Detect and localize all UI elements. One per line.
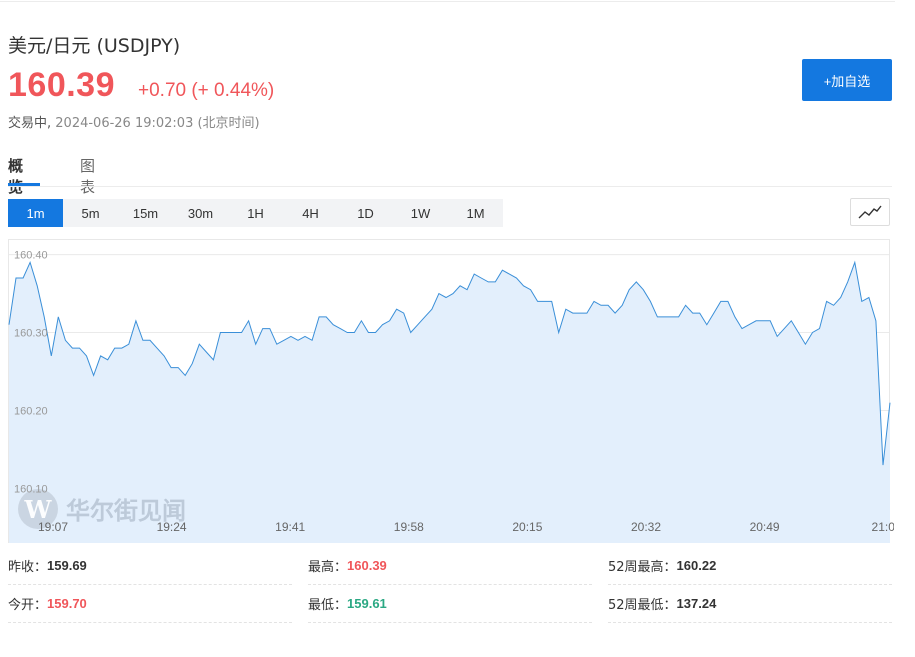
interval-4h[interactable]: 4H <box>302 205 319 221</box>
price-chart[interactable]: W 华尔街见闻 160.40 160.30 160.20 160.10 19:07 19:… <box>8 239 894 543</box>
stat-value: 160.22 <box>676 558 717 573</box>
y-tick-label: 160.10 <box>14 483 48 495</box>
x-tick-label: 19:24 <box>157 520 187 534</box>
price-chart-svg: W 华尔街见闻 160.40 160.30 160.20 160.10 19:07 19:… <box>8 239 894 543</box>
x-tick-label: 20:49 <box>750 520 780 534</box>
stat-label: 最低： <box>308 598 348 613</box>
interval-1m[interactable]: 1m <box>8 199 63 227</box>
section-heading-partial: ... <box>8 648 20 657</box>
interval-15m[interactable]: 15m <box>132 205 159 221</box>
x-tick-label: 19:41 <box>275 520 305 534</box>
stat-value: 137.24 <box>676 596 717 611</box>
interval-1mo[interactable]: 1M <box>466 205 485 221</box>
interval-1h[interactable]: 1H <box>247 205 264 221</box>
tab-chart[interactable]: 图表 <box>80 157 96 196</box>
stat-label: 52周最高： <box>608 560 677 575</box>
pair-symbol: (USDJPY) <box>96 35 181 57</box>
active-tab-indicator <box>8 183 40 186</box>
stat-52w-low: 52周最低： 137.24 <box>608 585 892 623</box>
stat-prev-close: 昨收： 159.69 <box>8 547 292 585</box>
stat-label: 52周最低： <box>608 598 677 613</box>
y-tick-label: 160.30 <box>14 328 48 340</box>
stat-value: 159.69 <box>47 558 87 573</box>
interval-selector: 1m 5m 15m 30m 1H 4H 1D 1W 1M <box>8 199 503 227</box>
interval-1w[interactable]: 1W <box>410 205 431 221</box>
stat-value: 159.70 <box>47 596 87 611</box>
stat-value: 159.61 <box>347 596 387 611</box>
stat-open: 今开： 159.70 <box>8 585 292 623</box>
svg-text:W: W <box>24 495 53 524</box>
top-divider <box>0 1 895 2</box>
status-label: 交易中, <box>8 116 52 131</box>
tab-overview[interactable]: 概览 <box>8 157 24 196</box>
price-change: +0.70 (+ 0.44%) <box>138 80 275 101</box>
add-to-watchlist-button[interactable]: +加自选 <box>802 59 892 101</box>
interval-5m[interactable]: 5m <box>81 205 100 221</box>
x-tick-label: 20:15 <box>512 520 542 534</box>
watermark-text: 华尔街见闻 <box>66 496 186 525</box>
timestamp: 2024-06-26 19:02:03 (北京时间) <box>55 116 260 131</box>
wallstreetcn-logo-icon <box>18 489 58 529</box>
interval-1d[interactable]: 1D <box>357 205 374 221</box>
trade-status: 交易中, 2024-06-26 19:02:03 (北京时间) <box>8 112 260 131</box>
stat-value: 160.39 <box>347 558 387 573</box>
stats-grid: 昨收： 159.69 最高： 160.39 52周最高： 160.22 今开： … <box>8 547 892 623</box>
last-price: 160.39 <box>8 66 115 104</box>
y-tick-label: 160.40 <box>14 250 48 262</box>
pair-name: 美元/日元 <box>8 35 91 57</box>
x-tick-label: 20:32 <box>631 520 661 534</box>
x-tick-label: 19:07 <box>38 520 68 534</box>
interval-30m[interactable]: 30m <box>187 205 214 221</box>
chart-type-button[interactable] <box>850 198 890 226</box>
page-title: 美元/日元 (USDJPY) <box>8 31 180 58</box>
stat-52w-high: 52周最高： 160.22 <box>608 547 892 585</box>
stat-high: 最高： 160.39 <box>308 547 592 585</box>
stat-label: 昨收： <box>8 560 48 575</box>
stat-label: 最高： <box>308 560 348 575</box>
x-tick-label: 21:0 <box>872 520 894 534</box>
stat-low: 最低： 159.61 <box>308 585 592 623</box>
watermark: W 华尔街见闻 <box>18 489 186 529</box>
stat-label: 今开： <box>8 598 48 613</box>
y-tick-label: 160.20 <box>14 405 48 417</box>
line-chart-icon <box>858 205 882 219</box>
x-tick-label: 19:58 <box>394 520 424 534</box>
tab-divider <box>8 186 892 187</box>
price-line <box>8 260 891 466</box>
